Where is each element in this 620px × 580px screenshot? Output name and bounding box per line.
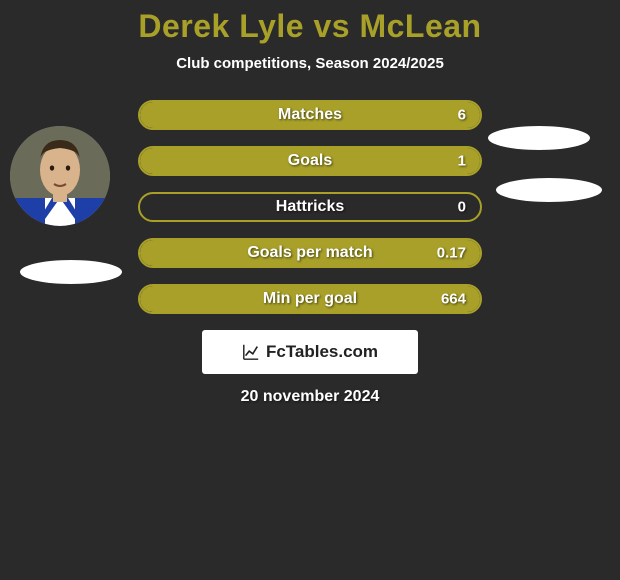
chart-icon — [242, 343, 260, 361]
stat-value: 1 — [458, 153, 466, 170]
stat-label: Hattricks — [276, 198, 344, 216]
stat-row-goals: Goals 1 — [138, 146, 482, 176]
stat-row-min-per-goal: Min per goal 664 — [138, 284, 482, 314]
stat-value: 664 — [441, 291, 466, 308]
fctables-logo[interactable]: FcTables.com — [202, 330, 418, 374]
stat-value: 0.17 — [437, 245, 466, 262]
date-text: 20 november 2024 — [0, 388, 620, 406]
player-right-name-placeholder — [496, 178, 602, 202]
stat-value: 0 — [458, 199, 466, 216]
stat-label: Goals per match — [247, 244, 372, 262]
player-right-avatar-placeholder — [488, 126, 590, 150]
stat-row-hattricks: Hattricks 0 — [138, 192, 482, 222]
logo-text: FcTables.com — [266, 342, 378, 362]
avatar-icon — [10, 126, 110, 226]
stat-row-matches: Matches 6 — [138, 100, 482, 130]
stat-value: 6 — [458, 107, 466, 124]
subtitle: Club competitions, Season 2024/2025 — [0, 55, 620, 72]
stats-list: Matches 6 Goals 1 Hattricks 0 Goals per … — [138, 100, 482, 314]
page-title: Derek Lyle vs McLean — [0, 8, 620, 45]
stat-label: Goals — [288, 152, 332, 170]
player-left-name-placeholder — [20, 260, 122, 284]
stat-row-goals-per-match: Goals per match 0.17 — [138, 238, 482, 268]
stat-label: Matches — [278, 106, 342, 124]
player-left-avatar — [10, 126, 110, 226]
comparison-card: Derek Lyle vs McLean Club competitions, … — [0, 0, 620, 406]
stat-label: Min per goal — [263, 290, 357, 308]
